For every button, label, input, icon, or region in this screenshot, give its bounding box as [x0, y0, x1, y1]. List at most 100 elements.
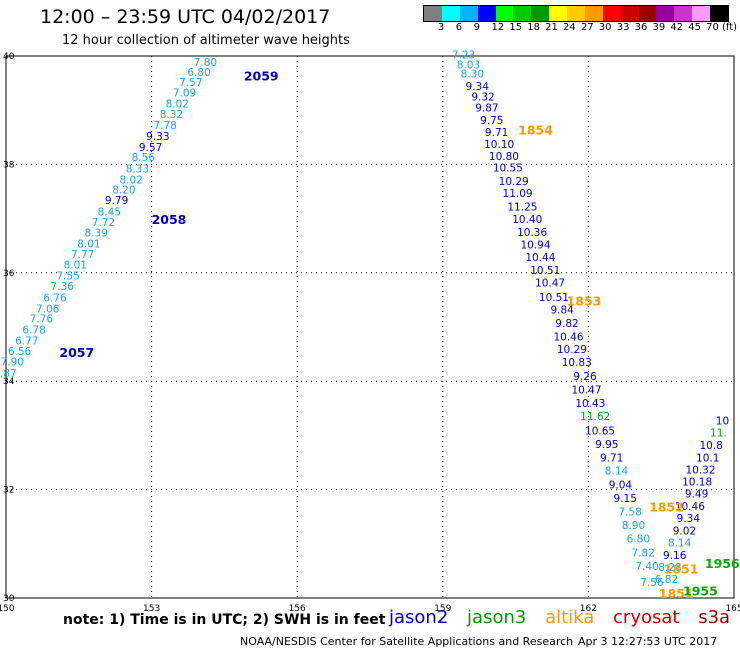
- color-swatch: [620, 6, 639, 21]
- data-point-label: 7.56: [640, 577, 664, 589]
- data-point-label: 7.82: [632, 547, 655, 559]
- data-point-label: 8.45: [98, 206, 121, 218]
- data-point-label: 9.57: [139, 142, 162, 154]
- data-point-label: 9.71: [600, 452, 623, 464]
- data-point-label: 9.26: [573, 371, 597, 383]
- data-point-label: 10.32: [685, 464, 715, 476]
- footer-note: note: 1) Time is in UTC; 2) SWH is in fe…: [63, 612, 386, 628]
- pass-time-label: 1956: [705, 556, 740, 571]
- y-tick-label: 40: [3, 52, 15, 62]
- y-tick-label: 34: [3, 377, 15, 387]
- data-point-label: 7.55: [56, 270, 79, 282]
- satellite-cryosat-label: cryosat: [613, 607, 680, 628]
- color-scale-tick-label: 27: [580, 22, 594, 33]
- color-scale-tick-label: 6: [455, 22, 463, 33]
- y-tick-label: 32: [3, 486, 14, 496]
- data-point-label: 9.95: [595, 439, 618, 451]
- data-point-label: 10.29: [499, 176, 529, 188]
- color-scale-tick-label: 3: [437, 22, 445, 33]
- color-scale-tick-label: 24: [563, 22, 576, 33]
- x-tick-label: 153: [143, 604, 160, 614]
- color-scale-tick-label: 18: [527, 22, 541, 33]
- data-point-label: 10.55: [493, 162, 523, 174]
- pass-time-label: 1852: [649, 499, 684, 514]
- data-point-label: 8.90: [622, 520, 645, 532]
- chart-grid: [6, 56, 734, 598]
- satellite-legend: jason2 jason3 altika cryosat s3a: [389, 607, 740, 628]
- data-point-label: 6.76: [43, 293, 67, 305]
- color-swatch: [656, 6, 675, 21]
- data-point-label: 6.78: [22, 325, 45, 337]
- data-point-label: 11.09: [503, 188, 533, 200]
- pass-time-label: 1853: [567, 293, 602, 308]
- data-point-label: 11.: [710, 427, 727, 439]
- data-point-label: 8.28: [658, 562, 681, 574]
- x-tick-label: 165: [725, 604, 740, 614]
- data-point-label: 9.32: [471, 91, 494, 103]
- color-swatch: [459, 6, 478, 21]
- data-point-label: 9.79: [105, 195, 128, 207]
- data-point-label: 10.8: [699, 440, 722, 452]
- color-swatch: [549, 6, 567, 21]
- data-point-label: 8.32: [160, 109, 183, 121]
- data-point-label: 8.30: [461, 69, 484, 81]
- data-point-label: 8.14: [605, 465, 629, 477]
- data-point-label: 6.56: [8, 346, 32, 358]
- data-point-label: 10.44: [525, 252, 555, 264]
- color-scale-tick-label: 39: [652, 22, 666, 33]
- data-point-label: 10.80: [489, 151, 519, 163]
- data-point-label: 8.56: [132, 152, 156, 164]
- data-point-label: 9.75: [480, 115, 503, 127]
- color-scale-bar: [423, 5, 729, 22]
- data-point-label: 10.40: [512, 214, 542, 226]
- data-point-label: 10: [716, 416, 729, 428]
- data-point-label: 10.94: [520, 239, 550, 251]
- data-point-label: 7.58: [618, 507, 641, 519]
- satellite-altika-label: altika: [545, 607, 595, 628]
- x-tick-label: 150: [0, 604, 15, 614]
- data-point-label: 9.82: [555, 318, 578, 330]
- x-tick-label: 159: [434, 604, 451, 614]
- data-point-label: 7.77: [71, 249, 94, 261]
- color-swatch: [567, 6, 585, 21]
- data-point-label: 9.34: [466, 81, 490, 93]
- y-tick-label: 30: [3, 594, 15, 604]
- data-point-label: 6.80: [627, 534, 650, 546]
- data-point-label: 10.65: [585, 425, 615, 437]
- data-point-label: 8.01: [64, 259, 87, 271]
- data-point-label: 9.34: [677, 513, 701, 525]
- color-scale-tick-label: 30: [598, 22, 612, 33]
- color-scale-tick-label: 9: [473, 22, 481, 33]
- credit-text: NOAA/NESDIS Center for Satellite Applica…: [240, 635, 574, 648]
- color-swatch: [513, 6, 532, 21]
- color-scale-tick-label: 42: [670, 22, 684, 33]
- data-point-label: 8.33: [126, 164, 149, 176]
- data-point-label: 7.23: [452, 50, 475, 62]
- data-point-label: 8.03: [457, 59, 480, 71]
- color-scale-tick-label: 36: [634, 22, 648, 33]
- x-tick-label: 156: [289, 604, 306, 614]
- data-point-label: 9.84: [550, 304, 574, 316]
- data-point-label: 10.43: [575, 398, 605, 410]
- data-point-label: 9.49: [685, 489, 708, 501]
- y-tick-label: 36: [3, 269, 15, 279]
- data-point-label: 7.09: [173, 88, 196, 100]
- data-point-label: 7.57: [179, 77, 202, 89]
- data-point-label: 7.90: [1, 356, 24, 368]
- page-subtitle: 12 hour collection of altimeter wave hei…: [62, 33, 350, 48]
- data-point-label: 10.29: [557, 344, 587, 356]
- data-point-label: 10.83: [562, 357, 592, 369]
- color-swatch: [674, 6, 693, 21]
- pass-time-label: 1851: [659, 586, 694, 601]
- satellite-jason3-label: jason3: [467, 607, 527, 628]
- data-point-label: 10.36: [517, 227, 547, 239]
- color-scale-labels: 3 6 9 12 15 18 21 24 27 30 33 36 39 42 45 70 (ft): [423, 22, 740, 34]
- data-point-label: 6.87: [0, 368, 17, 380]
- data-point-label: 8.39: [85, 227, 108, 239]
- data-point-label: 8.14: [668, 538, 692, 550]
- data-point-label: 10.1: [696, 452, 719, 464]
- satellite-jason2-label: jason2: [389, 607, 449, 628]
- page-title: 12:00 – 23:59 UTC 04/02/2017: [40, 6, 331, 28]
- color-swatch: [477, 6, 496, 21]
- color-swatch: [692, 6, 710, 21]
